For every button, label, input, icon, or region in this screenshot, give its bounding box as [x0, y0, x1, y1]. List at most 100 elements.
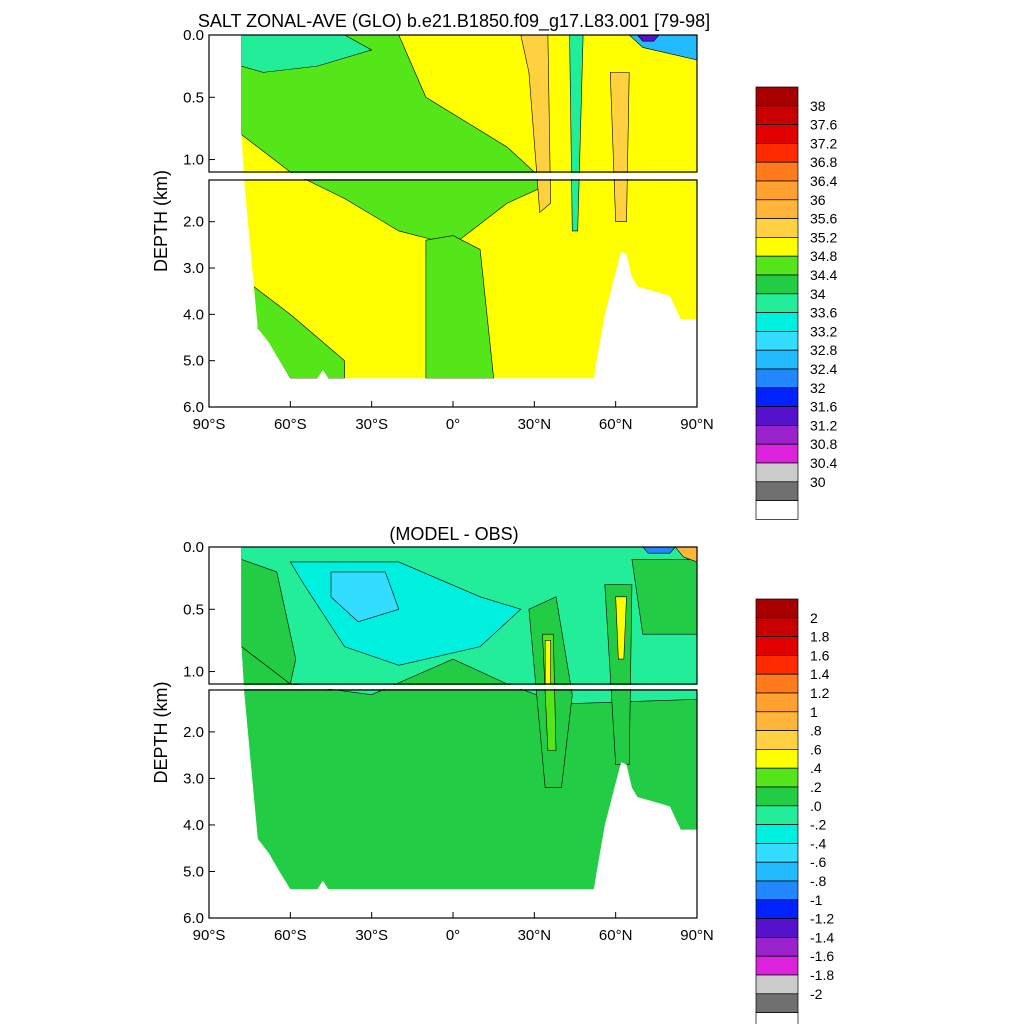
- colorbar-label: 36: [810, 192, 826, 208]
- y-tick-label: 1.0: [183, 664, 204, 681]
- x-tick-label: 60°N: [599, 927, 633, 944]
- colorbar-box: [755, 443, 799, 464]
- contour-region: [241, 559, 297, 685]
- y-axis-label: DEPTH (km): [151, 170, 171, 272]
- colorbar-label: 35.6: [810, 211, 837, 227]
- contour-field: [241, 35, 698, 379]
- colorbar-label: 37.6: [810, 117, 837, 133]
- colorbar-label: 32.8: [810, 342, 837, 358]
- colorbar-box: [755, 955, 799, 976]
- colorbar-label: .0: [810, 798, 822, 814]
- colorbar-box: [755, 993, 799, 1013]
- x-tick-label: 60°S: [274, 416, 307, 433]
- colorbar-box: [755, 918, 799, 938]
- colorbar-box: [755, 143, 799, 163]
- y-tick-label: 5.0: [183, 353, 204, 370]
- upper-frame: [208, 546, 698, 685]
- colorbar-box: [755, 161, 799, 182]
- colorbar-box: [755, 274, 799, 295]
- y-axis-label: DEPTH (km): [151, 682, 171, 784]
- colorbar-box: [755, 500, 799, 520]
- contour-region: [241, 276, 345, 379]
- colorbar-label: 1.2: [810, 685, 830, 701]
- colorbar-box: [755, 767, 799, 788]
- colorbar-box: [755, 425, 799, 445]
- colorbar-box: [755, 481, 799, 501]
- colorbar-label: 36.4: [810, 173, 837, 189]
- colorbar-box: [755, 861, 799, 882]
- y-tick-label: 4.0: [183, 306, 204, 323]
- colorbar-label: 30.8: [810, 436, 837, 452]
- contour-region: [642, 547, 676, 554]
- colorbar-label: 34.8: [810, 248, 837, 264]
- colorbar-box: [755, 617, 799, 637]
- y-tick-label: 1.0: [183, 152, 204, 169]
- colorbar-box: [755, 293, 799, 313]
- colorbar-box: [755, 1012, 799, 1024]
- contour-region: [569, 35, 584, 232]
- colorbar-box: [755, 331, 799, 351]
- colorbar-label: 31.2: [810, 417, 837, 433]
- x-tick-label: 30°N: [518, 416, 552, 433]
- colorbar-box: [755, 899, 799, 919]
- colorbar-box: [755, 880, 799, 901]
- contour-region: [425, 235, 494, 379]
- colorbar-label: -1.6: [810, 948, 834, 964]
- salinity-panel: SALT ZONAL-AVE (GLO) b.e21.B1850.f09_g17…: [151, 11, 837, 520]
- colorbar-label: -1.2: [810, 911, 834, 927]
- y-tick-label: 0.0: [183, 27, 204, 44]
- colorbar-label: 36.8: [810, 154, 837, 170]
- colorbar-label: 1.6: [810, 647, 830, 663]
- colorbar-label: 2: [810, 610, 818, 626]
- contour-region: [241, 35, 549, 246]
- y-tick-label: 3.0: [183, 260, 204, 277]
- x-tick-label: 30°N: [518, 927, 552, 944]
- colorbar-box: [755, 406, 799, 426]
- colorbar-box: [755, 86, 799, 107]
- y-tick-label: 0.5: [183, 89, 204, 106]
- colorbar-label: .6: [810, 741, 822, 757]
- colorbar-label: -2: [810, 986, 823, 1002]
- colorbar-label: -1: [810, 892, 823, 908]
- x-tick-label: 30°S: [355, 927, 388, 944]
- colorbar-box: [755, 312, 799, 332]
- colorbar-box: [755, 237, 799, 257]
- contour-field: [241, 547, 698, 890]
- colorbar-label: 33.6: [810, 305, 837, 321]
- colorbar-box: [755, 636, 799, 656]
- section-gap: [208, 685, 698, 689]
- colorbar-box: [755, 843, 799, 863]
- x-tick-label: 60°S: [274, 927, 307, 944]
- y-tick-label: 2.0: [183, 724, 204, 741]
- colorbar-box: [755, 199, 799, 219]
- colorbar-box: [755, 180, 799, 201]
- colorbar-label: 38: [810, 98, 826, 114]
- colorbar-box: [755, 786, 799, 807]
- colorbar-label: -.8: [810, 873, 827, 889]
- colorbar-label: 1: [810, 704, 818, 720]
- model-minus-obs-panel: (MODEL - OBS)DEPTH (km)0.00.51.02.03.04.…: [151, 524, 834, 1024]
- contour-region: [330, 571, 400, 623]
- colorbar-box: [755, 218, 799, 238]
- y-tick-label: 0.5: [183, 601, 204, 618]
- colorbar-box: [755, 730, 799, 750]
- x-tick-label: 90°N: [680, 927, 714, 944]
- y-tick-label: 3.0: [183, 770, 204, 787]
- colorbar-box: [755, 974, 799, 995]
- colorbar-label: 30: [810, 474, 826, 490]
- y-tick-label: 5.0: [183, 863, 204, 880]
- upper-frame: [208, 34, 698, 173]
- colorbar-label: -.6: [810, 854, 827, 870]
- colorbar-label: 1.8: [810, 629, 830, 645]
- colorbar-label: 31.6: [810, 399, 837, 415]
- colorbar-box: [755, 105, 799, 125]
- colorbar-label: 34: [810, 286, 826, 302]
- colorbar-label: 37.2: [810, 135, 837, 151]
- contour-region: [544, 640, 551, 685]
- contour-region: [636, 35, 660, 42]
- colorbar-label: 35.2: [810, 229, 837, 245]
- colorbar-box: [755, 387, 799, 407]
- x-tick-label: 60°N: [599, 416, 633, 433]
- colorbar-label: -.4: [810, 835, 827, 851]
